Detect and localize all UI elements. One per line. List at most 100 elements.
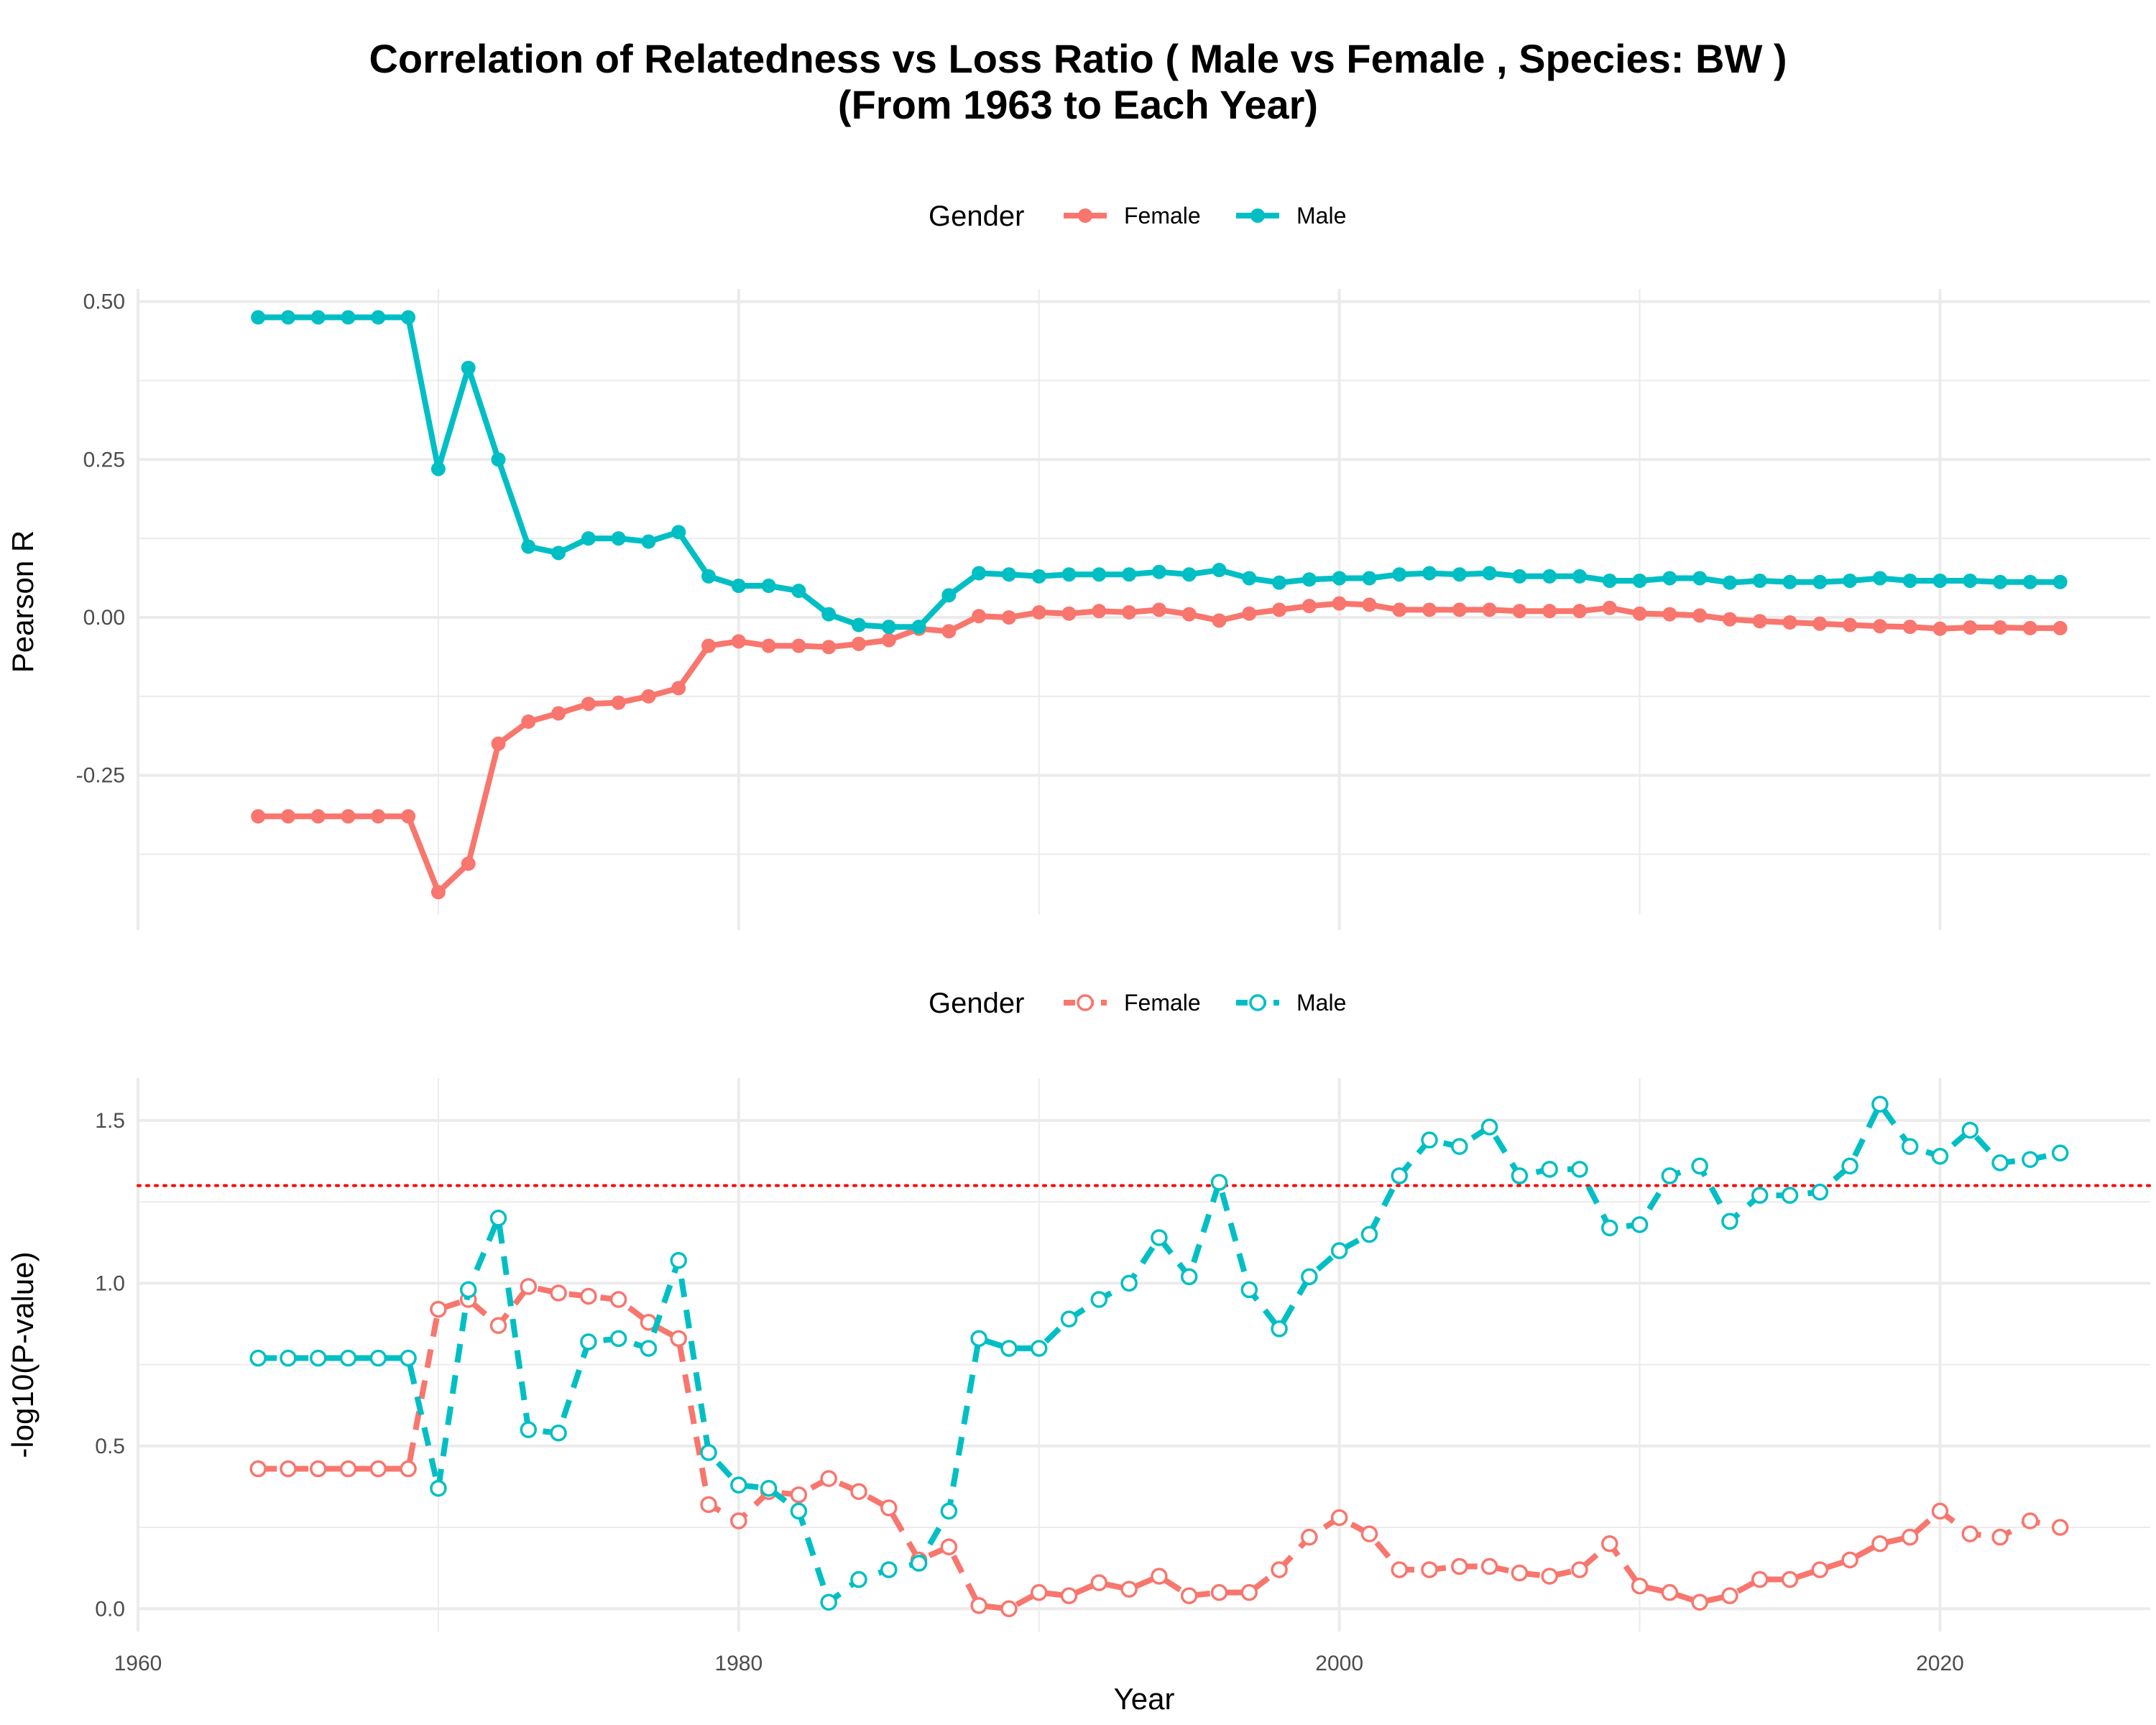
data-point-female xyxy=(369,1460,387,1478)
data-point-female xyxy=(339,1460,357,1478)
chart-title: Correlation of Relatedness vs Loss Ratio… xyxy=(0,36,2156,128)
data-point-male xyxy=(1691,1157,1708,1175)
data-point-female xyxy=(731,634,746,649)
data-point-female xyxy=(581,696,596,712)
y-tick-label: 0.25 xyxy=(83,448,125,472)
data-point-female xyxy=(371,809,386,824)
data-point-female xyxy=(1571,1561,1588,1578)
data-point-female xyxy=(1872,619,1887,634)
y-tick-label: 0.00 xyxy=(83,606,125,630)
legend-label-male: Male xyxy=(1296,990,1346,1016)
data-point-female xyxy=(310,809,326,824)
data-point-male xyxy=(1542,569,1557,584)
data-point-male xyxy=(970,1330,987,1348)
data-point-female xyxy=(880,1499,898,1517)
data-point-female xyxy=(791,638,806,653)
data-point-female xyxy=(2053,620,2068,635)
data-point-female xyxy=(1120,1581,1138,1598)
data-point-male xyxy=(1661,1167,1679,1184)
data-point-male xyxy=(1302,572,1317,587)
series-line-female xyxy=(258,1283,2061,1612)
y-tick-label: 1.5 xyxy=(95,1109,125,1133)
data-point-female xyxy=(1362,597,1377,612)
data-point-male xyxy=(1090,1291,1108,1308)
data-point-male xyxy=(1512,569,1527,584)
data-point-male xyxy=(1122,567,1137,582)
data-point-male xyxy=(1271,1320,1288,1338)
data-point-male xyxy=(1993,574,2008,589)
data-point-male xyxy=(1031,569,1046,584)
chart-title-line1: Correlation of Relatedness vs Loss Ratio… xyxy=(369,36,1787,81)
data-point-male xyxy=(1811,1183,1829,1201)
data-point-female xyxy=(249,1460,267,1478)
data-point-female xyxy=(1752,614,1767,629)
data-point-female xyxy=(1210,1583,1228,1601)
data-point-female xyxy=(1961,1525,1979,1542)
data-point-male xyxy=(911,620,926,635)
data-point-female xyxy=(671,681,686,696)
data-point-female xyxy=(1963,620,1978,635)
legend-label-female: Female xyxy=(1124,203,1201,229)
data-point-male xyxy=(820,1593,837,1611)
data-point-male xyxy=(850,1570,867,1588)
data-point-male xyxy=(1061,567,1077,582)
data-point-female xyxy=(1301,1528,1318,1546)
data-point-female xyxy=(1631,1577,1649,1595)
data-point-male xyxy=(400,1349,417,1367)
data-point-female xyxy=(2051,1519,2069,1536)
data-point-female xyxy=(1181,607,1197,622)
data-point-male xyxy=(761,579,776,594)
data-point-male xyxy=(1571,1161,1588,1178)
data-point-male xyxy=(1991,1154,2009,1172)
data-point-female xyxy=(1811,1561,1829,1578)
data-point-male xyxy=(369,1349,387,1367)
data-point-female xyxy=(1482,602,1497,617)
data-point-male xyxy=(249,1349,267,1367)
data-point-male xyxy=(491,452,506,467)
data-point-female xyxy=(850,1483,867,1500)
legend-key-point-male xyxy=(1250,208,1265,223)
data-point-female xyxy=(1843,617,1858,632)
data-point-male xyxy=(1480,1118,1498,1136)
data-point-female xyxy=(1480,1558,1498,1576)
data-point-male xyxy=(1452,567,1467,582)
data-point-male xyxy=(1030,1340,1048,1357)
data-point-female xyxy=(611,695,626,710)
data-point-male xyxy=(611,531,626,546)
data-point-female xyxy=(400,1460,417,1478)
legend-key-point-female xyxy=(1078,208,1092,223)
data-point-female xyxy=(1871,1535,1889,1552)
data-point-female xyxy=(1212,613,1227,628)
data-point-male xyxy=(2053,574,2068,589)
data-point-male xyxy=(550,1424,567,1442)
data-point-male xyxy=(641,534,656,549)
y-axis-label: Pearson R xyxy=(6,530,40,673)
data-point-female xyxy=(761,638,776,653)
data-point-female xyxy=(820,1470,837,1487)
data-point-female xyxy=(1031,604,1046,620)
data-point-female xyxy=(309,1460,327,1478)
data-point-female xyxy=(1360,1525,1378,1542)
legend-key-point-female xyxy=(1077,994,1094,1011)
x-tick-label: 2000 xyxy=(1315,1652,1363,1675)
data-point-male xyxy=(489,1210,507,1227)
data-point-female xyxy=(2022,620,2037,635)
data-point-female xyxy=(1542,604,1557,619)
data-point-female xyxy=(972,609,987,624)
data-point-male xyxy=(580,1333,597,1351)
data-point-female xyxy=(1151,602,1166,617)
data-point-female xyxy=(1601,1535,1618,1552)
data-point-male xyxy=(401,310,416,325)
data-point-male xyxy=(1901,1138,1919,1155)
data-point-female xyxy=(1932,621,1948,636)
legend-title: Gender xyxy=(929,988,1024,1019)
data-point-male xyxy=(1692,571,1708,586)
data-point-female xyxy=(1691,1593,1708,1611)
data-point-female xyxy=(1421,1561,1438,1578)
data-point-male xyxy=(1000,1340,1018,1357)
data-point-female xyxy=(280,809,295,824)
data-point-male xyxy=(1662,571,1677,586)
data-point-female xyxy=(881,632,896,648)
data-point-male xyxy=(461,360,476,375)
data-point-male xyxy=(1240,1281,1258,1299)
